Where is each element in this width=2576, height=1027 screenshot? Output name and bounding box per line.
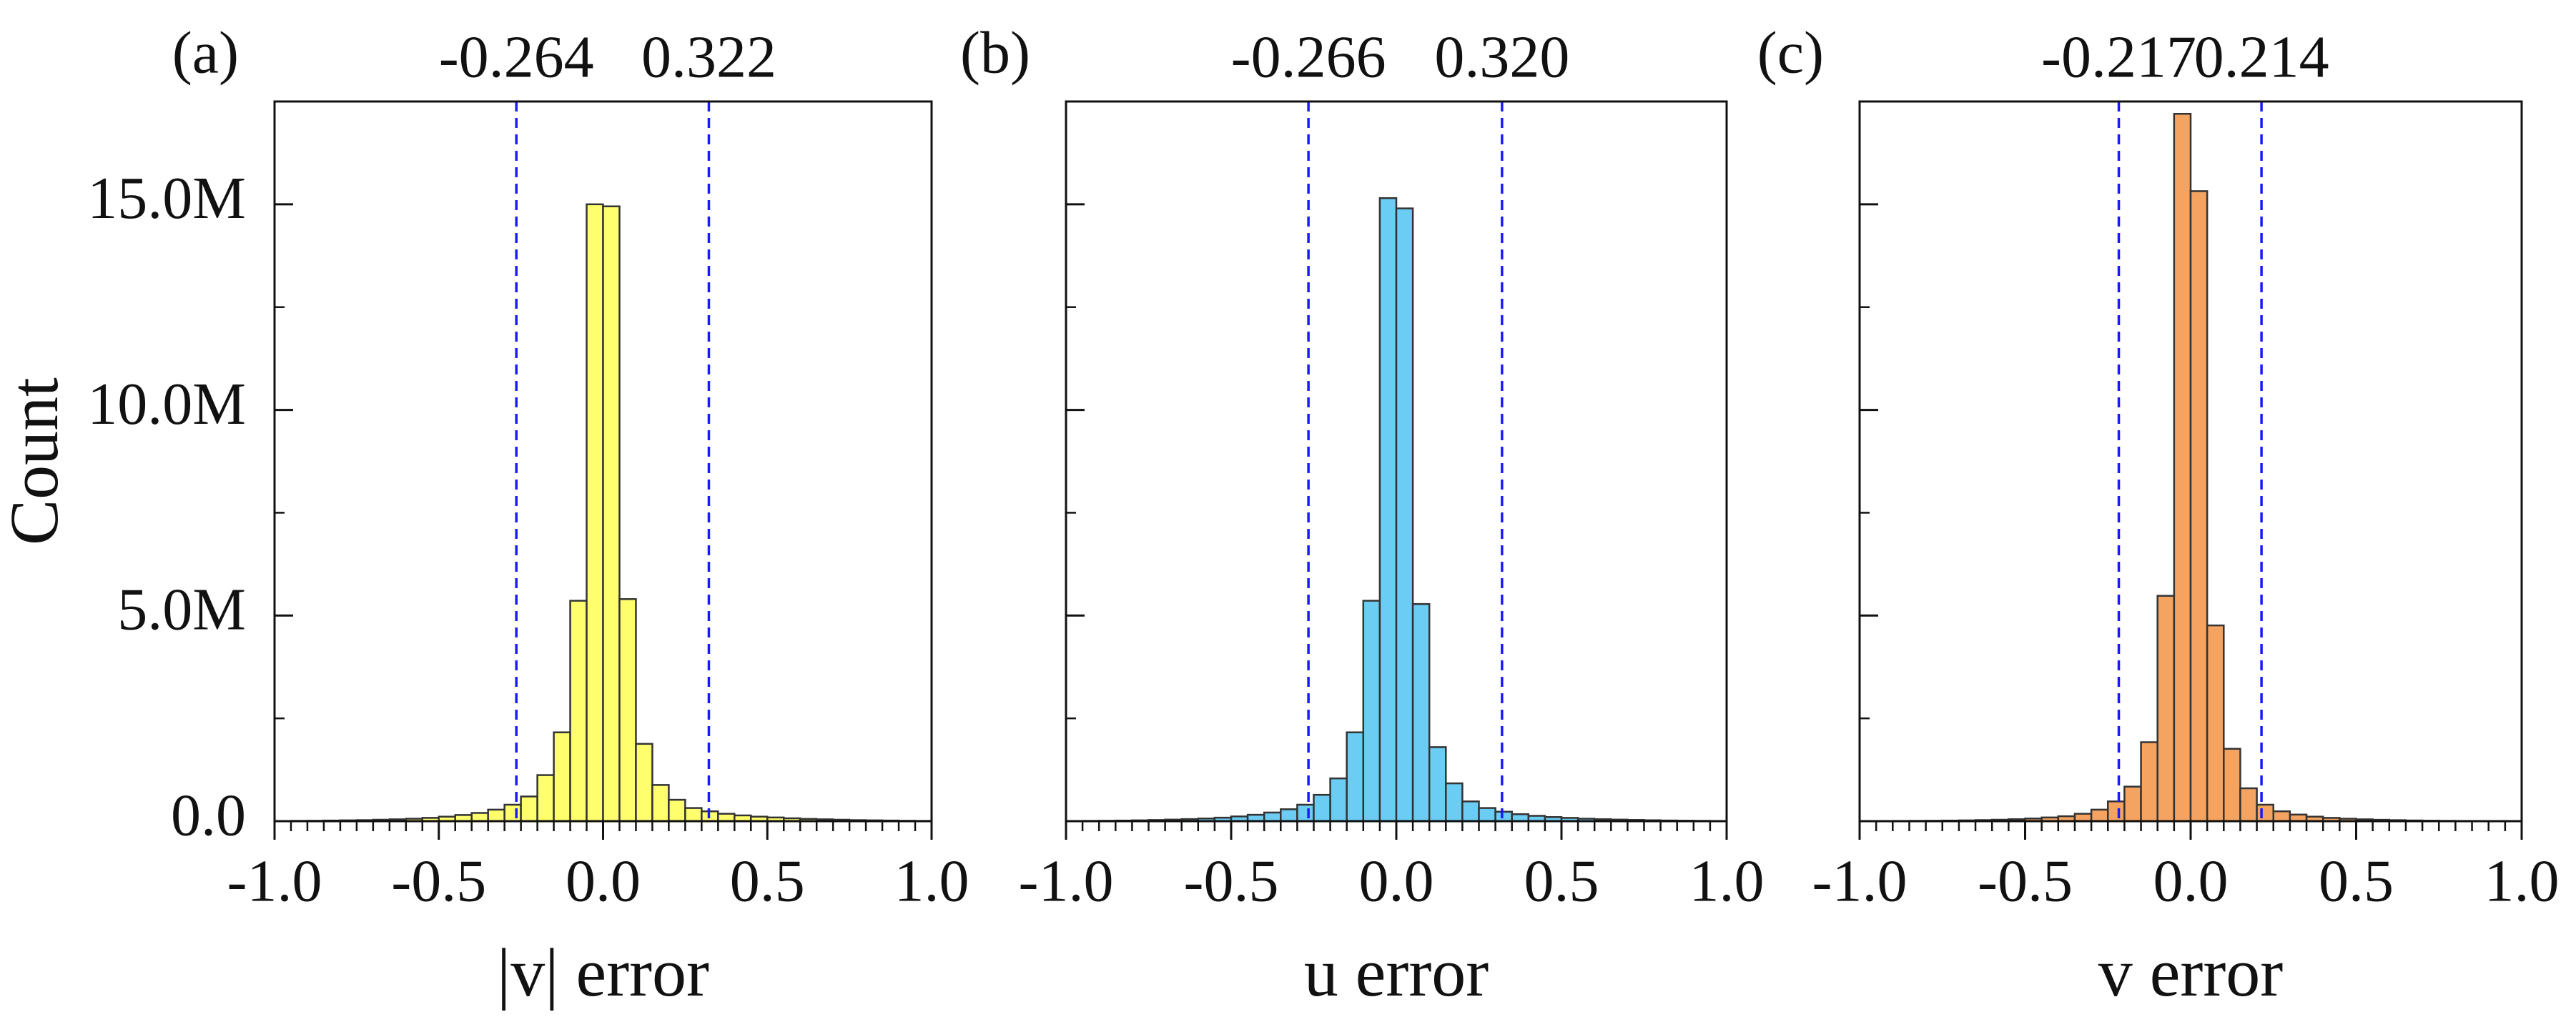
threshold-label: -0.264 [439, 24, 594, 90]
x-tick-label: -0.5 [391, 848, 486, 914]
x-axis-label: u error [1304, 934, 1489, 1011]
x-tick-label: 1.0 [2484, 848, 2560, 914]
bar [2206, 624, 2225, 823]
bar [2107, 800, 2126, 823]
bar [618, 598, 637, 823]
x-axis-label: |v| error [497, 934, 709, 1011]
bar [668, 798, 686, 823]
y-axis-label: Count [0, 377, 72, 545]
panel-label: (a) [172, 19, 239, 86]
bar [1494, 810, 1513, 823]
bar [2272, 810, 2291, 823]
bar [2239, 787, 2258, 823]
bar [2073, 813, 2093, 823]
bar [1313, 793, 1331, 823]
x-tick-label: 0.0 [566, 848, 641, 914]
bar [1280, 808, 1298, 823]
bar [569, 600, 588, 823]
threshold-label: -0.217 [2041, 24, 2196, 90]
bar [536, 774, 555, 823]
x-tick-label: 1.0 [894, 848, 969, 914]
threshold-label: 0.320 [1434, 24, 1569, 90]
bar [1263, 811, 1282, 823]
x-tick-label: 0.0 [2153, 848, 2229, 914]
bar [1428, 746, 1447, 823]
bar [470, 812, 489, 823]
x-axis-label: v error [2098, 934, 2284, 1011]
bar [1445, 782, 1464, 823]
bar [2140, 741, 2158, 823]
x-tick-label: -1.0 [1019, 848, 1114, 914]
threshold-label: 0.322 [641, 24, 776, 90]
bar [1329, 777, 1348, 823]
bar [1378, 197, 1398, 823]
x-tick-label: 0.0 [1359, 848, 1434, 914]
x-tick-label: 0.5 [1524, 848, 1599, 914]
bar [635, 743, 653, 823]
x-tick-label: 0.5 [730, 848, 805, 914]
panel-label: (b) [960, 19, 1030, 86]
y-tick-label: 10.0M [87, 371, 246, 437]
bar [1395, 207, 1414, 823]
bar [487, 808, 505, 823]
bar [2090, 808, 2109, 823]
bar [684, 807, 703, 823]
bar [1411, 602, 1431, 823]
x-tick-label: -0.5 [1184, 848, 1279, 914]
bar [586, 203, 604, 823]
bar [717, 813, 736, 823]
threshold-label: 0.214 [2194, 24, 2329, 90]
x-tick-label: -1.0 [227, 848, 322, 914]
bar [2156, 595, 2176, 823]
x-tick-label: 0.5 [2319, 848, 2394, 914]
bar [2223, 748, 2241, 823]
y-tick-label: 0.0 [171, 782, 246, 848]
bar [1478, 807, 1496, 823]
bar [1346, 731, 1365, 823]
bar [553, 731, 571, 823]
y-tick-label: 15.0M [87, 165, 246, 232]
bar [2173, 113, 2192, 823]
bar [503, 803, 522, 823]
bar [520, 795, 538, 823]
panel-label: (c) [1757, 19, 1824, 86]
x-tick-label: 1.0 [1689, 848, 1765, 914]
bar [651, 784, 670, 823]
y-tick-label: 5.0M [117, 577, 246, 643]
bar [2256, 803, 2275, 823]
bar [2123, 785, 2142, 823]
x-tick-label: -1.0 [1812, 848, 1908, 914]
threshold-label: -0.266 [1231, 24, 1386, 90]
bar [1461, 800, 1480, 823]
x-tick-label: -0.5 [1978, 848, 2073, 914]
bar [2189, 190, 2209, 823]
bar [1296, 803, 1315, 823]
bar [1362, 600, 1381, 823]
bar [602, 205, 621, 823]
